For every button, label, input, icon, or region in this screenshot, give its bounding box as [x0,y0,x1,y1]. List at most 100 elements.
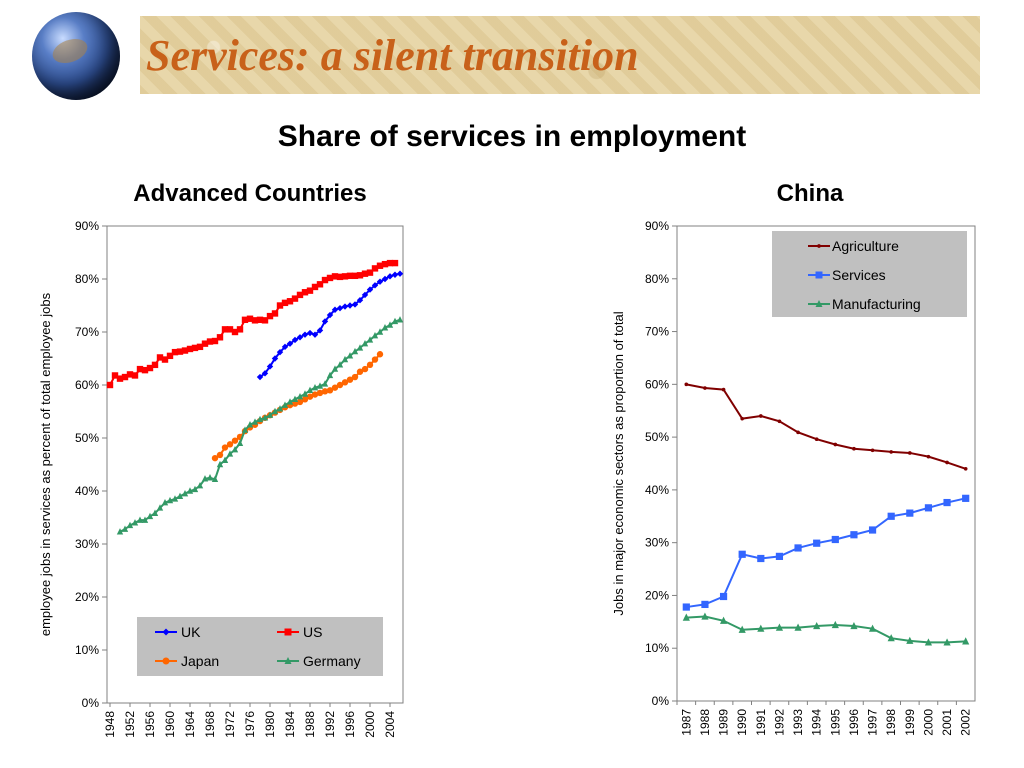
data-point-services [738,550,746,558]
china-x-tick-label: 1997 [866,709,880,736]
data-point-services [757,554,765,563]
data-point-germany [381,324,389,331]
china-y-axis-label: Jobs in major economic sectors as propor… [611,311,626,615]
data-point-uk [326,311,334,319]
data-point-germany [316,382,324,389]
data-point-us [251,317,259,324]
series-line-agriculture [686,383,967,470]
data-point-germany [276,405,284,412]
data-point-uk [396,270,404,277]
data-point-us [166,352,174,360]
data-point-agriculture [907,451,912,455]
data-point-us [371,265,379,272]
china-x-tick-label: 1995 [828,709,842,736]
data-point-japan [306,393,314,400]
data-point-germany [321,380,329,387]
chart-china: 0% 10% 20% 30% 40% 50% 60% 70% 80% 90% 1987 1988 198… [611,219,976,736]
data-point-uk [376,278,384,285]
legend-label-germany: Germany [303,653,361,669]
data-point-uk [271,355,279,362]
data-point-germany [396,316,404,323]
data-point-germany [256,415,264,423]
data-point-agriculture [963,466,968,471]
data-point-us [136,365,144,373]
data-point-us [131,372,139,379]
data-point-agriculture [758,414,763,418]
data-point-germany [126,521,134,529]
data-point-germany [231,445,239,453]
data-point-us [376,262,384,269]
china-y-tick-label: 40% [645,483,669,497]
advanced-x-tick-label: 1976 [243,711,257,738]
data-point-germany [136,516,144,523]
data-point-germany [296,392,304,400]
china-x-tick-label: 1994 [810,709,824,736]
data-point-us [231,328,239,336]
data-point-uk [286,340,294,347]
data-point-japan [361,365,369,373]
data-point-germany [331,365,339,372]
china-legend: Agriculture Services Manufacturing [772,231,967,317]
data-point-agriculture [740,416,745,421]
data-point-us [266,312,274,320]
data-point-us [211,337,219,345]
data-point-manufacturing [831,620,839,629]
series-manufacturing [682,612,970,646]
advanced-x-tick-label: 1992 [323,711,337,738]
data-point-manufacturing [738,625,746,633]
data-point-germany [186,487,194,494]
data-point-us [241,316,249,324]
data-point-uk [366,286,374,293]
china-y-tick-label: 50% [645,430,669,444]
advanced-x-tick-label: 1948 [103,711,117,738]
data-point-uk [356,297,364,304]
legend-label-services: Services [832,267,886,283]
data-point-germany [216,460,224,468]
data-point-us [361,270,369,277]
data-point-manufacturing [719,616,728,624]
data-point-germany [151,509,159,516]
china-x-tick-label: 1998 [884,709,898,736]
data-point-us [301,289,309,296]
data-point-japan [346,376,354,383]
china-x-tick-label: 1999 [903,709,917,736]
data-point-uk [331,306,339,313]
data-point-uk [321,318,329,325]
data-point-us [316,281,324,288]
data-point-germany [236,439,244,446]
data-point-agriculture [926,454,931,459]
legend-label-agriculture: Agriculture [832,238,899,254]
advanced-y-tick-label: 40% [75,484,99,498]
china-x-tick-label: 1992 [772,709,786,736]
china-legend-box [772,231,967,317]
data-point-germany [176,492,184,499]
series-line-manufacturing [686,615,966,644]
data-point-agriculture [833,442,838,447]
advanced-legend: UK US Japan Germany [137,617,383,676]
data-point-germany [326,371,334,379]
data-point-germany [196,482,204,489]
data-point-us [121,373,129,381]
advanced-x-tick-label: 1984 [283,711,297,738]
legend-label-japan: Japan [181,653,219,669]
data-point-germany [206,474,214,481]
advanced-x-tick-label: 1988 [303,711,317,738]
data-point-germany [376,328,384,335]
data-point-germany [141,516,149,523]
data-point-japan [301,396,309,403]
data-point-japan [321,388,329,395]
data-point-germany [286,398,294,405]
data-point-services [850,531,858,539]
data-point-japan [351,373,359,381]
advanced-y-tick-label: 60% [75,378,99,392]
data-point-germany [291,395,299,403]
data-point-services [719,592,728,601]
data-point-manufacturing [775,623,784,631]
data-point-us [331,273,339,280]
advanced-x-tick-label: 2004 [383,711,397,738]
advanced-y-tick-label: 30% [75,537,99,551]
data-point-germany [306,386,314,393]
data-point-germany [266,411,274,418]
data-point-us [291,295,299,302]
